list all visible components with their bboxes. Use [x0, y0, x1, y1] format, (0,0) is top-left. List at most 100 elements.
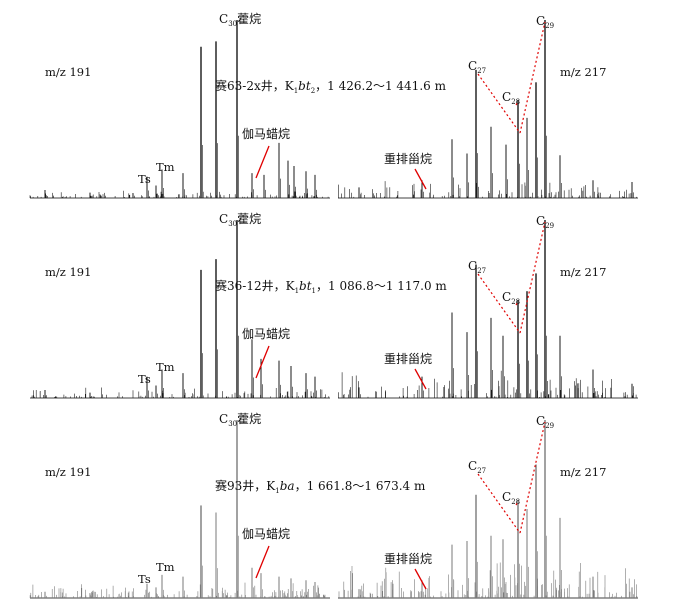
m217-trace [338, 20, 637, 198]
c30-hopane-label: C30藿烷 [219, 212, 261, 228]
well-formation: ba [280, 479, 295, 493]
c27-main: C [468, 59, 477, 73]
well-sub: 1 [295, 287, 299, 295]
gammacerane-arrow [255, 545, 270, 579]
c29-main: C [536, 414, 545, 428]
well-prefix: 赛63-2x井，K [215, 78, 295, 93]
c28-sub: 28 [511, 498, 520, 506]
c29-label: C29 [536, 14, 554, 30]
ts-label: Ts [138, 372, 151, 386]
well-formation: bt [299, 279, 312, 293]
noise-trace [338, 562, 638, 598]
c28-connector [515, 301, 519, 306]
mz-217-label: m/z 217 [560, 265, 606, 279]
c28-connector [515, 101, 519, 106]
c30-sub: 30 [228, 20, 237, 28]
well-formation: bt [298, 79, 311, 93]
c29-sub: 29 [545, 222, 554, 230]
c27-sub: 27 [477, 267, 486, 275]
m191-trace [29, 20, 329, 198]
c27-sub: 27 [477, 67, 486, 75]
c29-connector [519, 221, 546, 334]
diasterane-arrow [414, 368, 427, 390]
noise-trace [338, 181, 637, 198]
well-suffix: ，1 661.8～1 673.4 m [295, 479, 426, 493]
c27-connector [477, 273, 521, 334]
well-suffix: ，1 086.8～1 117.0 m [316, 279, 447, 293]
gammacerane-arrow [255, 145, 270, 179]
c28-label: C28 [502, 290, 520, 306]
c29-label: C29 [536, 214, 554, 230]
c27-label: C27 [468, 459, 486, 475]
well-depth-label: 赛36-12井，K1bt1，1 086.8～1 117.0 m [215, 278, 447, 295]
ts-label: Ts [138, 172, 151, 186]
c28-main: C [502, 490, 511, 504]
mz-191-label: m/z 191 [45, 265, 91, 279]
mz-191-label: m/z 191 [45, 65, 91, 79]
c27-connector [477, 473, 521, 534]
diasterane-label: 重排甾烷 [384, 552, 432, 566]
c29-sub: 29 [545, 422, 554, 430]
c30-sub: 30 [228, 220, 237, 228]
c30-suffix: 藿烷 [237, 12, 261, 26]
tm-label: Tm [156, 160, 175, 174]
c29-main: C [536, 14, 545, 28]
c29-main: C [536, 214, 545, 228]
c30-sub: 30 [228, 420, 237, 428]
c29-connector [519, 21, 546, 134]
diasterane-arrow [414, 568, 427, 590]
well-depth-label: 赛93井，K1ba，1 661.8～1 673.4 m [215, 478, 426, 495]
c27-label: C27 [468, 259, 486, 275]
mz-217-label: m/z 217 [560, 65, 606, 79]
diasterane-arrow [414, 168, 427, 190]
c27-sub: 27 [477, 467, 486, 475]
tm-label: Tm [156, 360, 175, 374]
c27-main: C [468, 459, 477, 473]
c29-connector [519, 421, 546, 534]
c29-label: C29 [536, 414, 554, 430]
m217-trace [338, 420, 638, 598]
well-formation-sub: 1 [312, 287, 316, 295]
m191-trace [29, 420, 326, 598]
c30-hopane-label: C30藿烷 [219, 412, 261, 428]
c30-hopane-label: C30藿烷 [219, 12, 261, 28]
c28-label: C28 [502, 490, 520, 506]
c28-main: C [502, 290, 511, 304]
gammacerane-label: 伽马蜡烷 [242, 326, 290, 341]
c28-sub: 28 [511, 98, 520, 106]
diasterane-label: 重排甾烷 [384, 152, 432, 166]
well-suffix: ，1 426.2～1 441.6 m [315, 79, 446, 93]
well-formation-sub: 2 [311, 87, 315, 95]
tm-label: Tm [156, 560, 175, 574]
c30-main: C [219, 12, 228, 26]
noise-trace [29, 190, 329, 198]
c28-sub: 28 [511, 298, 520, 306]
c28-connector [515, 501, 519, 506]
c29-sub: 29 [545, 22, 554, 30]
c28-label: C28 [502, 90, 520, 106]
c30-main: C [219, 412, 228, 426]
diasterane-label: 重排甾烷 [384, 352, 432, 366]
well-depth-label: 赛63-2x井，K1bt2，1 426.2～1 441.6 m [215, 78, 447, 95]
c30-suffix: 藿烷 [237, 212, 261, 226]
m217-trace [338, 220, 637, 398]
gammacerane-label: 伽马蜡烷 [242, 126, 290, 141]
gammacerane-arrow [255, 345, 270, 379]
c27-label: C27 [468, 59, 486, 75]
well-sub: 1 [275, 487, 279, 495]
c30-main: C [219, 212, 228, 226]
noise-trace [31, 387, 330, 398]
gammacerane-label: 伽马蜡烷 [242, 526, 290, 541]
ts-label: Ts [138, 572, 151, 586]
well-sub: 1 [294, 87, 298, 95]
c28-main: C [502, 90, 511, 104]
mz-191-label: m/z 191 [45, 465, 91, 479]
c27-connector [477, 73, 521, 134]
c30-suffix: 藿烷 [237, 412, 261, 426]
well-prefix: 赛36-12井，K [215, 278, 296, 293]
mz-217-label: m/z 217 [560, 465, 606, 479]
noise-trace [338, 370, 637, 398]
